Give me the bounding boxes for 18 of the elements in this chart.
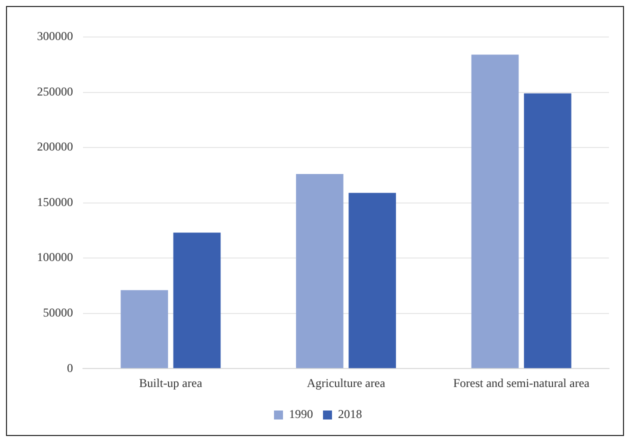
bar [471, 54, 519, 368]
bar [348, 192, 396, 368]
y-tick-label: 50000 [43, 305, 73, 320]
y-tick-label: 300000 [37, 29, 73, 44]
legend-label: 1990 [289, 407, 313, 422]
x-tick-label: Agriculture area [306, 376, 386, 390]
y-tick-label: 0 [67, 360, 73, 375]
x-tick-label: Forest and semi-natural area [453, 376, 590, 390]
y-tick-label: 100000 [37, 250, 73, 264]
bar [524, 93, 572, 368]
bar [120, 290, 168, 368]
bar [173, 232, 221, 368]
x-tick-label: Built-up area [139, 376, 203, 390]
bar [296, 174, 344, 368]
y-tick-label: 250000 [37, 84, 73, 98]
y-tick-label: 200000 [37, 140, 73, 154]
legend-label: 2018 [338, 407, 362, 422]
y-tick-label: 150000 [37, 194, 73, 209]
